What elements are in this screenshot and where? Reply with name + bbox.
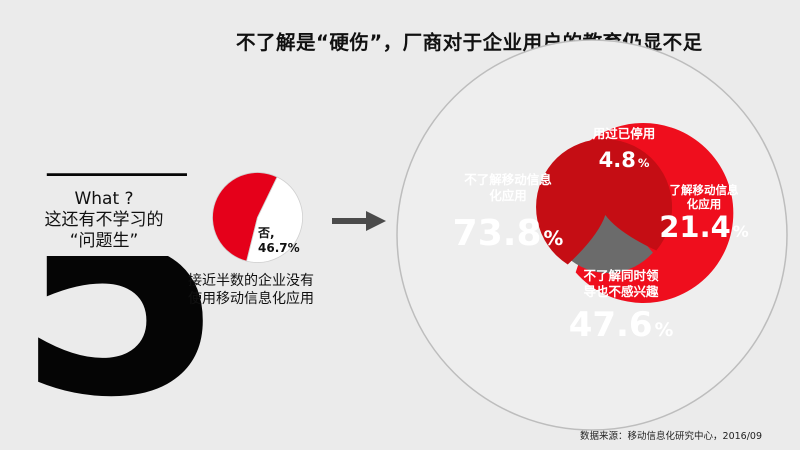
question-text: What ? 这还有不学习的 “问题生” [34,189,174,252]
bubble-label-not-interested: 不了解同时领 导也不感兴趣 47.6% [560,268,682,342]
bubble-not-interested [536,139,673,265]
question-line: “问题生” [69,231,139,251]
bubble-label-line: 不了解移动信息 [464,172,552,187]
bubble-label-line: 用过已停用 [592,126,656,141]
bubble-label-line: 导也不感兴趣 [583,284,659,299]
bubble-label-line: 化应用 [686,197,722,211]
pie-caption: 接近半数的企业没有 使用移动信息化应用 [188,272,314,308]
big-five-cutout [40,176,230,256]
pie-no-label: 否, 46.7% [258,226,300,256]
bubble-value: 4.8% [598,148,650,172]
bubble-label-stopped: 用过已停用 4.8% [580,126,668,171]
bubble-group [536,123,734,304]
pie-caption-line: 接近半数的企业没有 [188,273,314,289]
data-source: 数据来源：移动信息化研究中心，2016/09 [580,431,762,442]
bubble-label-not-aware: 不了解移动信息 化应用 73.8% [438,172,578,252]
question-line: 这还有不学习的 [44,210,164,230]
bubble-label-aware: 了解移动信息 化应用 21.4% [650,183,758,242]
pie-no-value: 46.7% [258,241,300,255]
bubble-label-line: 化应用 [489,188,527,203]
big-five-digit: 5 [15,114,224,450]
question-line: What ? [74,189,134,209]
pie-caption-line: 使用移动信息化应用 [188,291,314,307]
bubble-label-line: 不了解同时领 [583,268,659,283]
bubble-value: 47.6% [568,305,674,345]
pie-slice [246,176,303,263]
pie-no-name: 否, [258,226,275,240]
bubble-label-line: 了解移动信息 [669,183,739,197]
bubble-value: 73.8% [452,213,564,254]
pie-slice [212,172,278,262]
usage-pie-chart [212,172,303,263]
arrow-right-icon [332,211,386,231]
bubble-value: 21.4% [659,210,749,244]
